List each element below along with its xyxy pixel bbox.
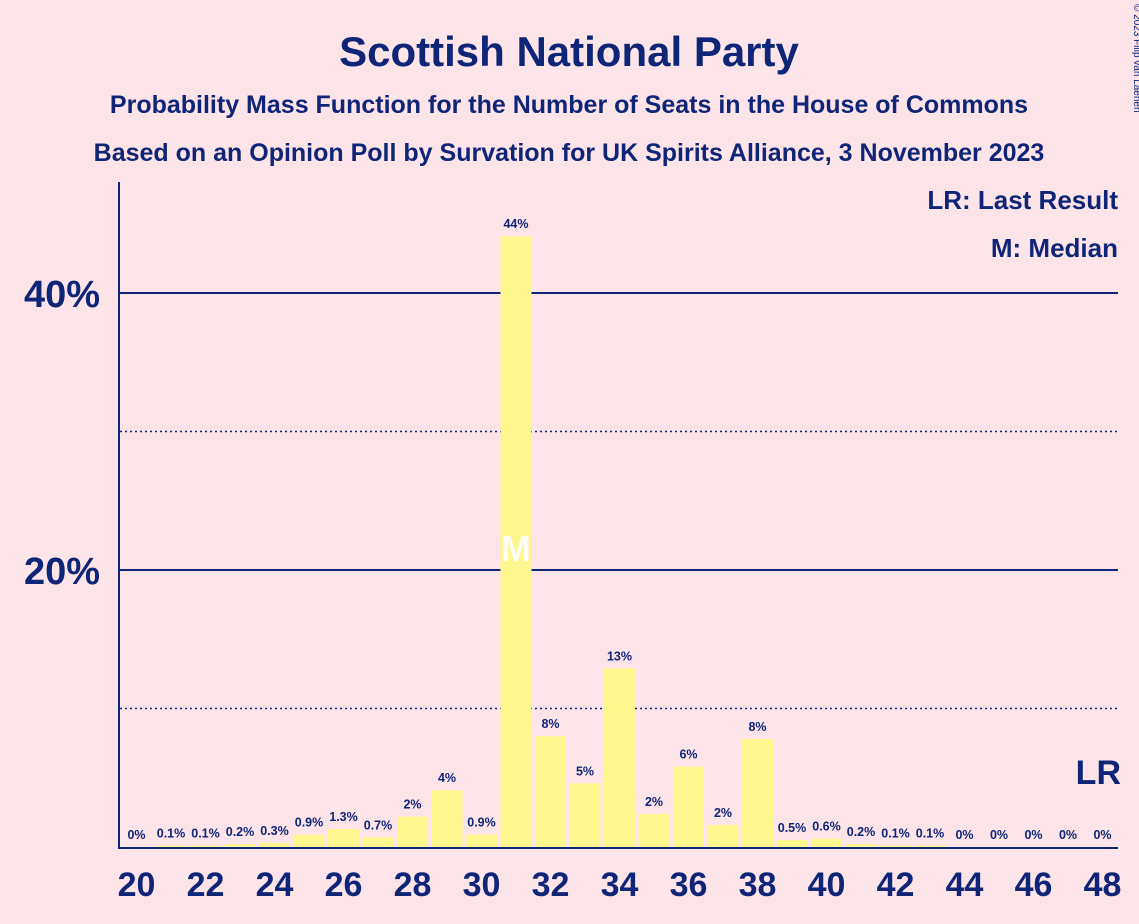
bar [914, 845, 946, 847]
bar [190, 845, 221, 847]
bar [362, 837, 394, 847]
bar-value-label: 0.3% [260, 824, 289, 838]
last-result-marker: LR [1076, 754, 1121, 792]
y-tick-label: 40% [24, 274, 100, 316]
bar-value-label: 44% [503, 217, 528, 231]
bar [569, 783, 601, 847]
bar [776, 840, 808, 847]
chart-subtitle: Probability Mass Function for the Number… [110, 91, 1028, 119]
bar [431, 790, 463, 847]
bar [673, 766, 704, 847]
bar [466, 834, 497, 847]
chart-subtitle-source: Based on an Opinion Poll by Survation fo… [94, 139, 1045, 167]
x-tick-label: 44 [946, 866, 984, 904]
bar-value-label: 0.7% [364, 818, 393, 832]
bar [328, 828, 359, 847]
x-tick-label: 22 [187, 866, 225, 904]
bar [224, 844, 256, 847]
bar-value-label: 0.6% [812, 820, 841, 834]
bar [535, 736, 566, 847]
y-tick-label: 20% [24, 551, 100, 593]
x-tick-label: 26 [325, 866, 363, 904]
bar-value-label: 0% [1093, 828, 1111, 842]
x-tick-label: 34 [601, 866, 639, 904]
bar-value-label: 0% [1059, 828, 1077, 842]
x-tick-label: 46 [1015, 866, 1053, 904]
bar-value-label: 2% [645, 795, 663, 809]
x-tick-label: 48 [1084, 866, 1122, 904]
bar [811, 838, 842, 847]
bar [880, 845, 911, 847]
value-labels: 0% 0.1% 0.1% 0.2% 0.3% 0.9% 1.3% 0.7% 2% 4% 0.9% 44… [127, 217, 1121, 842]
chart-title: Scottish National Party [339, 28, 799, 75]
x-tick-label: 20 [118, 866, 156, 904]
bar [638, 813, 670, 847]
bar-value-label: 5% [576, 764, 594, 778]
bar-value-label: 4% [438, 771, 456, 785]
bar-value-label: 13% [607, 649, 632, 663]
bar-value-label: 0% [127, 828, 145, 842]
bar-value-label: 6% [679, 748, 697, 762]
bar-value-label: 0.2% [847, 825, 876, 839]
bar-value-label: 0% [1024, 828, 1042, 842]
bar-value-label: 0.9% [295, 816, 324, 830]
bar-value-label: 0.2% [226, 825, 255, 839]
bar-value-label: 0.1% [191, 827, 220, 841]
x-tick-label: 30 [463, 866, 501, 904]
x-tick-label: 36 [670, 866, 708, 904]
bar-value-label: 0% [955, 828, 973, 842]
bar-value-label: 0.9% [467, 816, 496, 830]
x-tick-label: 32 [532, 866, 570, 904]
bar-value-label: 0.1% [881, 827, 910, 841]
bar-value-label: 2% [714, 806, 732, 820]
x-tick-label: 38 [739, 866, 777, 904]
bar [500, 236, 532, 848]
gridlines [120, 292, 1118, 710]
bar-value-label: 8% [748, 720, 766, 734]
bar-value-label: 0.5% [778, 821, 807, 835]
bar [742, 738, 773, 847]
x-tick-label: 28 [394, 866, 432, 904]
bar-value-label: 8% [541, 717, 559, 731]
legend-last-result: LR: Last Result [927, 185, 1118, 215]
bar [604, 668, 635, 847]
bar [707, 824, 739, 847]
bar [259, 842, 290, 847]
bar [293, 834, 325, 847]
bar-value-label: 0% [990, 828, 1008, 842]
bar [397, 816, 428, 847]
bar-value-label: 0.1% [916, 827, 945, 841]
x-tick-label: 40 [808, 866, 846, 904]
bar [155, 845, 187, 847]
x-tick-label: 24 [256, 866, 294, 904]
copyright-note: © 2023 Filip van Laenen [1131, 4, 1139, 113]
bar-value-label: 2% [403, 798, 421, 812]
x-tick-label: 42 [877, 866, 915, 904]
axes: 20% 40% 20 22 24 26 28 30 32 34 36 38 40 42 44 46 48 [24, 182, 1121, 904]
bar-value-label: 0.1% [157, 827, 186, 841]
bar-value-label: 1.3% [329, 810, 358, 824]
legend-median: M: Median [991, 233, 1118, 263]
median-marker: M [501, 528, 531, 569]
bar [845, 844, 877, 847]
bars [155, 236, 946, 848]
